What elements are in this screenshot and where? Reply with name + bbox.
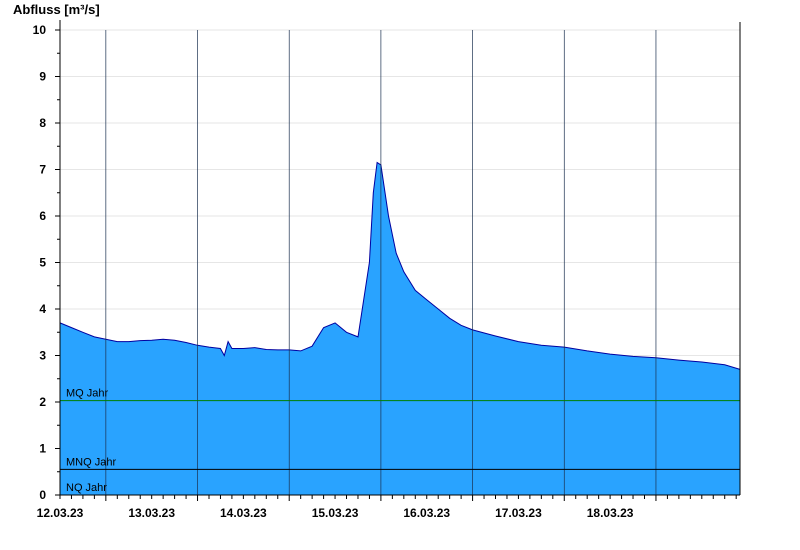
y-tick-label: 9 (39, 70, 46, 84)
reference-lines: MQ Jahr MNQ Jahr NQ Jahr (60, 388, 740, 494)
reference-label: MNQ Jahr (66, 456, 116, 468)
y-tick-label: 5 (39, 256, 46, 270)
y-axis-label: Abfluss [m³/s] (13, 2, 100, 17)
y-tick-label: 3 (39, 349, 46, 363)
y-tick-label: 1 (39, 442, 46, 456)
reference-label: NQ Jahr (66, 482, 107, 494)
x-axis: 12.03.23 13.03.23 14.03.23 15.03.23 16.03.23… (37, 495, 737, 520)
x-tick-label: 14.03.23 (220, 506, 267, 520)
day-divider-lines (105, 30, 657, 495)
x-tick-label: 18.03.23 (587, 506, 634, 520)
x-tick-label: 15.03.23 (312, 506, 359, 520)
y-tick-label: 2 (39, 395, 46, 409)
discharge-area (59, 161, 741, 495)
y-tick-label: 4 (39, 302, 46, 316)
discharge-line (59, 161, 741, 370)
y-tick-label: 6 (39, 209, 46, 223)
x-tick-label: 17.03.23 (495, 506, 542, 520)
y-tick-label: 7 (39, 163, 46, 177)
x-tick-label: 13.03.23 (128, 506, 175, 520)
x-tick-label: 16.03.23 (403, 506, 450, 520)
x-tick-label: 12.03.23 (37, 506, 84, 520)
y-tick-label: 8 (39, 116, 46, 130)
reference-label: MQ Jahr (66, 388, 109, 400)
y-tick-label: 0 (39, 488, 46, 502)
discharge-area-fill (60, 162, 740, 495)
y-axis: 0 1 2 3 4 5 6 7 8 9 10 (33, 23, 60, 502)
plot-frame (59, 20, 741, 496)
y-tick-label: 10 (33, 23, 47, 37)
